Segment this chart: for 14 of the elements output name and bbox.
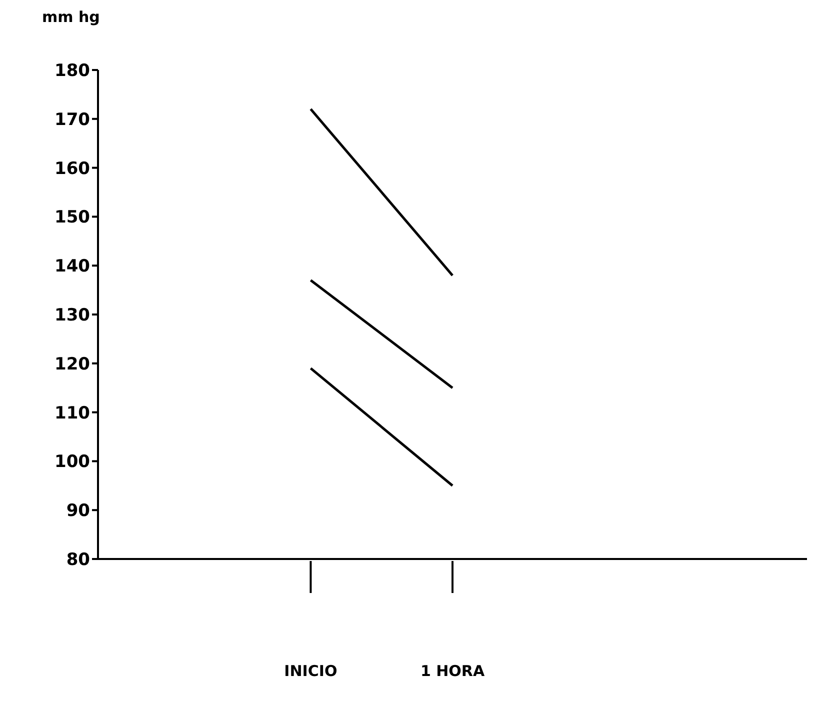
y-tick-label: 140 [54, 256, 90, 277]
y-tick-label: 80 [66, 550, 90, 570]
y-tick-label: 170 [54, 110, 90, 130]
y-tick-label: 150 [54, 208, 90, 228]
y-axis-title: mm hg [42, 8, 100, 26]
y-tick-label: 130 [54, 306, 90, 326]
y-tick-label: 90 [66, 501, 90, 522]
x-tick-label: 1 HORA [420, 662, 485, 680]
y-tick-label: 110 [54, 403, 90, 424]
y-tick-label: 160 [54, 158, 90, 179]
x-tick-label: INICIO [284, 662, 338, 680]
y-tick-label: 100 [54, 452, 90, 472]
y-tick-label: 120 [54, 354, 90, 374]
y-tick-label: 180 [54, 61, 90, 82]
